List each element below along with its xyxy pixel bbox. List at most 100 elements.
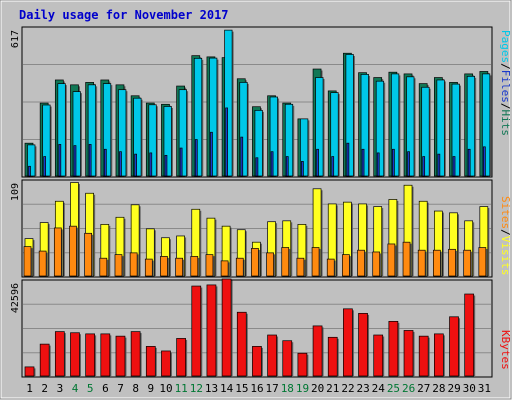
x-tick-label: 20 [311, 382, 324, 395]
pages-bar [361, 148, 365, 177]
legend-entry: Sites [499, 196, 512, 229]
files-bar [224, 29, 233, 177]
kbytes-bar [252, 346, 262, 377]
sites-bar [175, 257, 183, 277]
sites-bar [129, 252, 138, 277]
files-bar [315, 77, 324, 177]
sites-bar [357, 249, 365, 277]
panel-kbytes: 42596 KBytes [10, 278, 512, 378]
pages-bar [316, 148, 319, 177]
pages-bar [103, 148, 107, 177]
files-bar [193, 57, 203, 177]
x-tick-label: 15 [235, 382, 248, 395]
x-tick-label: 8 [132, 382, 139, 395]
panel-hits-files-pages: 617 Pages/Files/Hits [10, 26, 512, 178]
files-bar [178, 89, 187, 177]
pages-bar [43, 156, 47, 177]
legend-entry: Visits [499, 236, 512, 276]
x-tick-label: 22 [341, 382, 354, 395]
x-tick-label: 9 [148, 382, 155, 395]
chart-title: Daily usage for November 2017 [19, 8, 229, 22]
x-tick-label: 11 [175, 382, 188, 395]
x-tick-label: 17 [266, 382, 279, 395]
pages-bar [346, 142, 350, 177]
files-bar [133, 97, 142, 177]
sites-bar [38, 250, 47, 277]
pages-bar [58, 144, 62, 177]
x-tick-label: 4 [72, 382, 79, 395]
panel-hits-files-pages-bars [24, 29, 492, 177]
sites-bar [296, 257, 305, 277]
pages-bar [376, 152, 380, 177]
kbytes-bar [130, 331, 141, 377]
files-bar [148, 104, 157, 177]
kbytes-bar [434, 333, 444, 377]
pages-bar [73, 145, 77, 177]
files-bar [102, 83, 112, 177]
kbytes-bar [327, 336, 338, 377]
kbytes-bar [191, 285, 202, 377]
x-tick-label: 29 [447, 382, 460, 395]
x-tick-label: 31 [478, 382, 491, 395]
kbytes-bar [176, 338, 186, 377]
legend-entry: KBytes [499, 330, 512, 370]
pages-bar [270, 151, 274, 177]
kbytes-bar [403, 330, 414, 377]
pages-bar [407, 151, 410, 177]
kbytes-bar [282, 340, 293, 377]
kbytes-bar [100, 333, 111, 377]
kbytes-bar [418, 335, 429, 377]
panel-hits-files-pages-ymax-label: 617 [10, 30, 21, 48]
kbytes-bar [373, 334, 384, 377]
pages-bar [194, 139, 198, 177]
pages-bar [210, 131, 213, 177]
sites-bar [433, 249, 441, 277]
x-tick-label: 18 [281, 382, 294, 395]
sites-bar [417, 249, 426, 277]
files-bar [466, 75, 476, 177]
legend-entry: Files [499, 70, 512, 103]
pages-bar [482, 146, 486, 177]
kbytes-bar [115, 335, 126, 377]
kbytes-bar [297, 352, 308, 377]
pages-bar [467, 148, 471, 177]
files-bar [300, 118, 309, 177]
kbytes-bar [267, 334, 277, 377]
kbytes-bar [236, 311, 247, 377]
sites-bar [251, 248, 259, 277]
sites-bar [114, 254, 123, 277]
files-bar [239, 82, 248, 177]
sites-bar [23, 246, 32, 277]
files-bar [421, 86, 430, 177]
kbytes-bar [70, 332, 80, 377]
files-bar [391, 73, 400, 177]
files-bar [451, 83, 460, 177]
x-tick-label: 24 [372, 382, 386, 395]
pages-bar [225, 107, 228, 177]
sites-bar [53, 227, 62, 277]
x-tick-label: 19 [296, 382, 309, 395]
panel-kbytes-ymax-label: 42596 [10, 283, 21, 313]
panel-kbytes-legend: KBytes [499, 330, 512, 370]
sites-bar [387, 243, 396, 277]
sites-bar [220, 260, 229, 277]
x-tick-label: 23 [357, 382, 370, 395]
kbytes-bar [206, 284, 217, 377]
kbytes-bar [343, 308, 353, 377]
legend-entry: Pages [499, 30, 512, 63]
files-bar [163, 106, 172, 177]
kbytes-bar [54, 331, 65, 377]
x-tick-label: 27 [417, 382, 430, 395]
kbytes-bar [85, 333, 95, 377]
pages-bar [255, 157, 259, 177]
panel-hits-files-pages-legend: Pages/Files/Hits [499, 30, 512, 136]
files-bar [406, 76, 415, 177]
sites-bar [190, 256, 199, 277]
pages-bar [179, 147, 183, 177]
sites-bar [235, 257, 244, 277]
files-bar [87, 84, 96, 177]
sites-bar [99, 257, 108, 277]
files-bar [42, 104, 51, 177]
sites-bar [160, 256, 168, 277]
